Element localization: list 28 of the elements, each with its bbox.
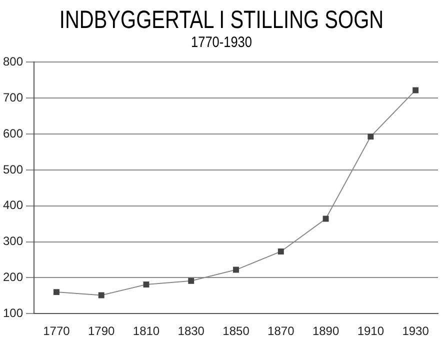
chart-subtitle: 1770-1930 <box>190 34 253 52</box>
chart-title: INDBYGGERTAL I STILLING SOGN <box>58 6 385 34</box>
point <box>412 87 419 94</box>
x-tick-label: 1810 <box>132 324 160 338</box>
x-tick-label: 1890 <box>312 324 340 338</box>
x-tick-label: 1850 <box>222 324 250 338</box>
x-tick-label: 1870 <box>268 324 295 338</box>
point <box>98 292 104 298</box>
point <box>143 282 150 288</box>
point <box>53 289 60 296</box>
y-tick-label: 300 <box>2 234 24 248</box>
y-tick-label: 800 <box>2 54 24 69</box>
point <box>278 248 284 254</box>
x-tick-label: 1770 <box>43 324 70 338</box>
y-tick-label: 100 <box>2 306 24 320</box>
x-tick-label: 1830 <box>178 324 205 338</box>
x-tick-label: 1790 <box>88 324 116 338</box>
point <box>233 266 239 273</box>
point <box>188 278 194 284</box>
y-tick-label: 500 <box>2 162 24 176</box>
point <box>322 216 329 222</box>
y-tick-label: 400 <box>2 198 24 212</box>
y-tick-label: 200 <box>2 270 24 284</box>
y-tick-label: 700 <box>2 90 24 104</box>
x-tick-label: 1930 <box>402 324 430 338</box>
point <box>368 134 374 140</box>
x-tick-label: 1910 <box>357 324 384 338</box>
y-tick-label: 600 <box>2 126 24 140</box>
